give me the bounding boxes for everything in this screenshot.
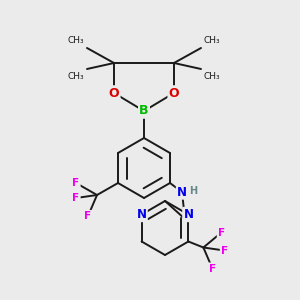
Text: N: N [183,208,194,221]
Text: F: F [218,227,225,238]
Text: B: B [139,104,149,118]
Text: O: O [109,86,119,100]
Text: H: H [190,185,198,196]
Text: N: N [177,185,187,199]
Text: O: O [169,86,179,100]
Text: CH₃: CH₃ [68,36,84,45]
Text: N: N [136,208,147,221]
Text: F: F [73,193,80,203]
Text: F: F [73,178,80,188]
Text: F: F [85,211,92,221]
Text: F: F [221,245,228,256]
Text: CH₃: CH₃ [204,36,220,45]
Text: CH₃: CH₃ [204,72,220,81]
Text: CH₃: CH₃ [68,72,84,81]
Text: F: F [209,263,216,274]
